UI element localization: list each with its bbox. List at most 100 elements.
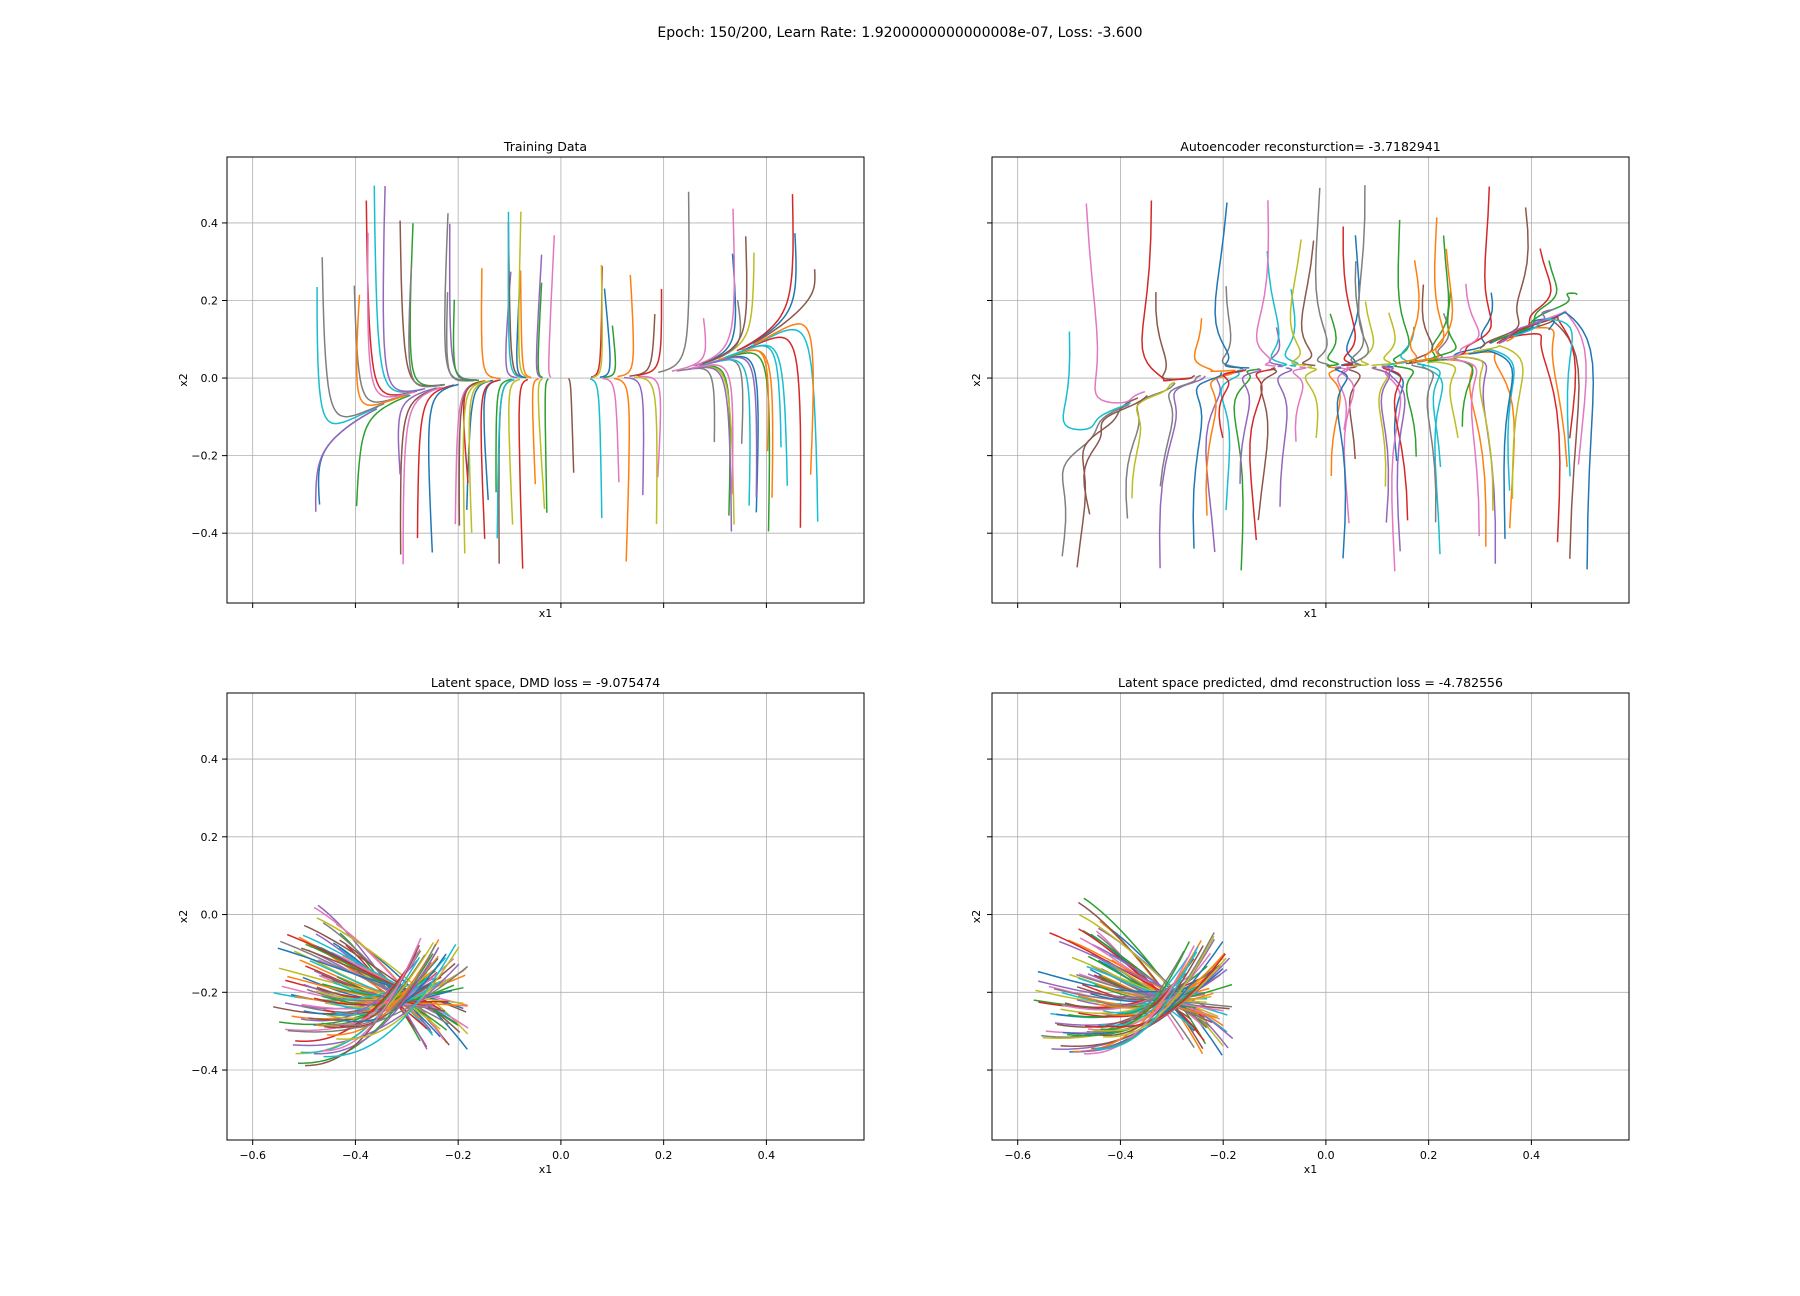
y-tick-label: 0.2	[201, 294, 219, 307]
trajectory-line	[1451, 356, 1494, 511]
trajectory-line	[1083, 945, 1195, 1055]
trajectory-line	[1277, 367, 1293, 507]
trajectory-line	[313, 947, 440, 1055]
trajectory-line	[687, 366, 733, 532]
y-axis-label: x2	[970, 373, 983, 387]
trajectory-line	[300, 956, 421, 1054]
subplot-title: Latent space predicted, dmd reconstructi…	[1118, 675, 1503, 690]
subplot-1: −0.4 −0.2 0.0 0.2 0.4 Training Data x1 x2	[177, 139, 865, 620]
trajectory-line	[1412, 248, 1454, 363]
trajectory-line	[505, 271, 518, 379]
x-tick-label: −0.4	[342, 1149, 369, 1162]
trajectory-line	[1205, 370, 1243, 553]
trajectory-line	[316, 917, 469, 1035]
trajectory-line	[624, 376, 645, 496]
trajectory-line	[1509, 320, 1580, 559]
trajectory-line	[1095, 972, 1186, 1007]
trajectory-line	[1428, 288, 1457, 363]
y-axis-label: x2	[177, 910, 190, 924]
trajectory-line	[617, 274, 635, 378]
trajectory-line	[1472, 345, 1524, 500]
subplot-2: Autoencoder reconsturction= -3.7182941 x1…	[970, 139, 1630, 620]
trajectory-line	[314, 408, 377, 512]
trajectory-line	[753, 323, 814, 475]
trajectory-line	[1342, 226, 1356, 367]
trajectory-line	[1094, 946, 1199, 1050]
trajectory-line	[1411, 364, 1437, 523]
trajectory-line	[739, 233, 797, 351]
trajectory-line	[1268, 327, 1285, 368]
trajectory-line	[568, 378, 575, 473]
trajectory-line	[1095, 930, 1185, 1041]
trajectory-line	[691, 364, 734, 495]
trajectory-line	[1249, 367, 1276, 541]
trajectory-line	[416, 384, 455, 539]
x-tick-label: 0.4	[1523, 1149, 1541, 1162]
trajectory-line	[1479, 207, 1529, 350]
trajectory-line	[427, 383, 459, 553]
x-axis-label: x1	[1304, 1163, 1318, 1176]
y-tick-label: 0.4	[201, 217, 219, 230]
trajectory-line	[1496, 333, 1561, 543]
y-tick-label: 0.4	[201, 753, 219, 766]
trajectory-line	[658, 191, 690, 374]
trajectory-line	[1091, 932, 1215, 1050]
y-tick-label: 0.2	[201, 831, 219, 844]
trajectory-line	[355, 394, 411, 507]
trajectory-line	[589, 378, 603, 519]
trajectory-line	[1304, 366, 1319, 438]
trajectory-line	[508, 378, 521, 525]
trajectory-line	[1326, 313, 1340, 367]
trajectory-line	[399, 386, 441, 555]
trajectory-line	[1083, 395, 1148, 515]
trajectory-line	[1334, 366, 1349, 559]
trajectory-line	[316, 287, 379, 425]
trajectory-line	[366, 232, 415, 398]
trajectory-line	[741, 336, 802, 528]
trajectory-line	[1062, 331, 1131, 431]
trajectory-line	[719, 352, 771, 532]
trajectory-line	[1103, 935, 1215, 1038]
trajectory-line	[1239, 368, 1262, 484]
trajectory-line	[1468, 349, 1514, 539]
trajectory-line	[1061, 404, 1130, 557]
series-group	[1061, 185, 1595, 572]
trajectory-line	[1102, 957, 1189, 1014]
x-tick-label: 0.0	[1317, 1149, 1335, 1162]
trajectory-line	[614, 377, 631, 562]
y-tick-label: −0.2	[191, 986, 218, 999]
trajectory-line	[397, 387, 437, 475]
trajectory-line	[1381, 366, 1402, 572]
y-axis-label: x2	[970, 910, 983, 924]
trajectory-line	[480, 268, 501, 380]
trajectory-line	[728, 344, 789, 486]
y-axis-label: x2	[177, 373, 190, 387]
subplot-3: −0.6 −0.4 −0.2 0.0 0.2 0.4 −0.4 −0.2 0.0 0.2 0.4 La…	[177, 675, 865, 1176]
axes-frame	[991, 692, 1630, 1141]
trajectory-line	[1381, 365, 1405, 462]
trajectory-line	[1446, 358, 1480, 537]
series-group	[273, 904, 469, 1067]
trajectory-line	[548, 235, 556, 378]
trajectory-line	[1394, 260, 1420, 365]
axes-frame	[991, 156, 1630, 604]
series-group	[1033, 897, 1234, 1056]
trajectory-line	[1100, 951, 1198, 1027]
series-group	[314, 185, 819, 569]
subplot-title: Latent space, DMD loss = -9.075474	[431, 675, 660, 690]
axes-frame	[226, 156, 865, 604]
trajectory-line	[1205, 370, 1235, 516]
trajectory-line	[287, 975, 468, 1007]
figure-suptitle: Epoch: 150/200, Learn Rate: 1.9200000000…	[657, 25, 1142, 41]
trajectory-line	[752, 269, 816, 345]
trajectory-line	[592, 264, 603, 378]
trajectory-line	[1284, 289, 1299, 367]
subplot-4: −0.6 −0.4 −0.2 0.0 0.2 0.4 Latent space predic…	[970, 675, 1630, 1176]
trajectory-line	[355, 294, 405, 406]
trajectory-line	[1255, 200, 1276, 367]
x-tick-label: −0.2	[1210, 1149, 1237, 1162]
trajectory-line	[1426, 360, 1459, 439]
trajectory-line	[1192, 371, 1223, 549]
trajectory-line	[507, 222, 524, 379]
trajectory-line	[1372, 366, 1391, 523]
